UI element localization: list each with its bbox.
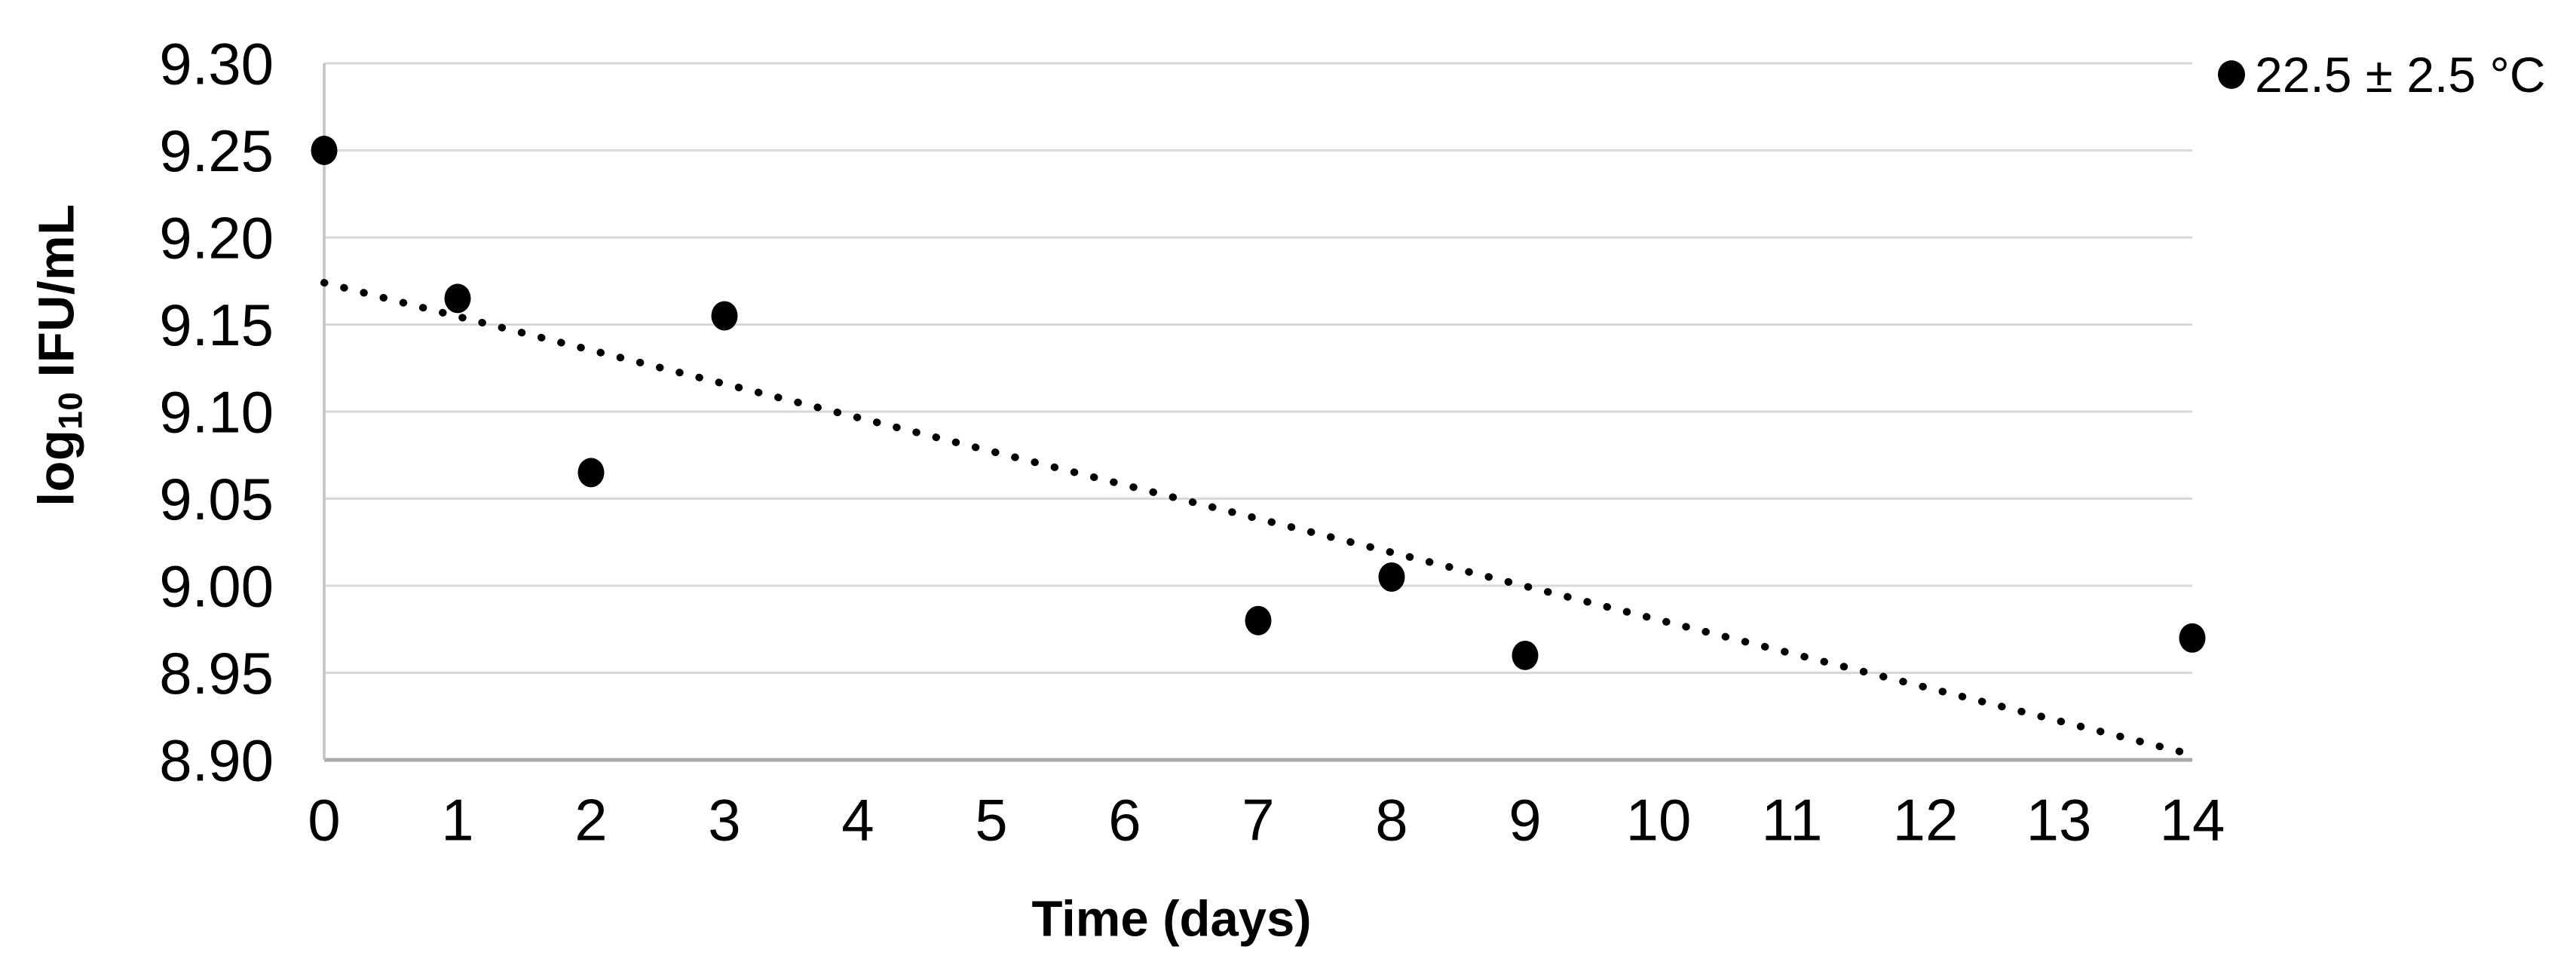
y-tick-label: 9.05 — [159, 466, 274, 532]
y-tick-label: 9.00 — [159, 553, 274, 619]
x-tick-label: 6 — [1108, 786, 1141, 853]
y-tick-label: 9.10 — [159, 378, 274, 445]
y-axis-title-text: log — [28, 429, 85, 507]
legend: 22.5 ± 2.5 °C — [2218, 46, 2546, 103]
data-point-marker — [711, 301, 738, 331]
x-tick-label: 12 — [1893, 786, 1959, 853]
trendline — [320, 279, 2196, 759]
x-tick-label: 11 — [1762, 786, 1823, 853]
y-tick-label: 9.25 — [159, 118, 274, 184]
x-axis-title: Time (days) — [1031, 890, 1312, 948]
y-tick-label: 9.15 — [159, 292, 274, 358]
data-point-marker — [577, 458, 605, 488]
y-axis-title-units: IFU/mL — [28, 204, 85, 392]
y-tick-label: 9.30 — [159, 30, 274, 96]
y-axis-title: log10 IFU/mL — [27, 204, 90, 506]
x-tick-label: 14 — [2160, 786, 2225, 853]
x-tick-label: 0 — [308, 786, 340, 853]
x-tick-label: 10 — [1626, 786, 1692, 853]
data-point-marker — [444, 283, 471, 314]
data-point-marker — [1512, 640, 1539, 670]
x-tick-label: 9 — [1509, 786, 1541, 853]
data-point-marker — [2179, 623, 2206, 653]
x-tick-label: 7 — [1242, 786, 1274, 853]
y-tick-label: 8.95 — [159, 640, 274, 706]
data-point-marker — [311, 136, 338, 165]
legend-label: 22.5 ± 2.5 °C — [2255, 47, 2546, 103]
legend-marker-icon — [2218, 60, 2245, 89]
x-tick-label: 1 — [441, 786, 473, 853]
data-point-marker — [1378, 562, 1405, 592]
x-tick-label: 5 — [975, 786, 1007, 853]
y-tick-label: 9.20 — [159, 204, 274, 271]
data-point-marker — [1245, 605, 1272, 636]
x-tick-label: 3 — [708, 786, 740, 853]
x-tick-label: 2 — [574, 786, 607, 853]
y-tick-label: 8.90 — [159, 727, 274, 793]
x-tick-label: 8 — [1375, 786, 1407, 853]
x-tick-label: 4 — [841, 786, 874, 853]
x-tick-label: 13 — [2026, 786, 2092, 853]
y-axis-title-subscript: 10 — [52, 391, 90, 430]
